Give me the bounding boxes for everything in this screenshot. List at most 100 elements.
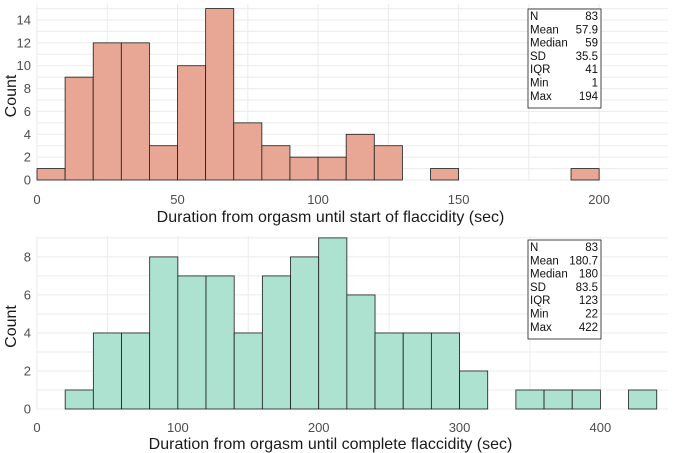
histogram-bar <box>177 65 207 181</box>
y-axis-ticks: 0 2 4 6 8 10 12 14 <box>17 13 31 188</box>
stats-value: 35.5 <box>576 51 598 63</box>
x-axis-title: Duration from orgasm until start of flac… <box>157 209 505 226</box>
stats-label: N <box>530 11 538 23</box>
histogram-bar <box>92 332 122 410</box>
histogram-bar <box>121 332 151 410</box>
y-tick-label: 0 <box>24 402 31 417</box>
x-tick-label: 100 <box>307 192 329 207</box>
stats-value: 1 <box>592 78 598 90</box>
histogram-bar <box>373 145 403 181</box>
stats-label: Median <box>530 38 568 50</box>
histogram-bar <box>205 275 235 410</box>
histogram-bar <box>177 275 207 410</box>
x-tick-label: 0 <box>33 420 40 435</box>
histogram-bar <box>318 237 348 410</box>
x-tick-label: 150 <box>448 192 470 207</box>
histogram-bar <box>346 294 376 410</box>
stats-label: Min <box>530 78 549 90</box>
histogram-bar <box>430 332 460 410</box>
stats-box-border <box>527 239 602 340</box>
stats-label: Max <box>530 91 552 103</box>
summary-stats-box: N 83 Mean 57.9 Median 59 SD 35.5 IQR 41 Min 1 Max 194 <box>527 8 602 109</box>
histogram-bar <box>430 168 460 181</box>
x-tick-label: 300 <box>449 420 471 435</box>
y-tick-label: 10 <box>17 58 31 73</box>
stats-value: 83.5 <box>576 282 598 294</box>
y-tick-label: 14 <box>17 13 31 28</box>
histogram-bar <box>543 389 573 410</box>
histogram-bottom-panel: 0 100 200 300 400 0 2 4 6 8 Duration from orgasm u… <box>3 236 668 453</box>
stats-label: Median <box>530 269 568 281</box>
histogram-bar <box>459 370 489 410</box>
stats-value: 83 <box>585 242 598 254</box>
x-axis-title: Duration from orgasm until complete flac… <box>149 436 513 453</box>
histogram-bar <box>570 168 600 181</box>
x-axis-ticks: 0 50 100 150 200 <box>33 192 610 207</box>
histogram-bar <box>149 145 178 181</box>
stats-label: Mean <box>530 255 559 267</box>
y-tick-label: 12 <box>17 35 31 50</box>
histogram-top-panel: 0 50 100 150 200 0 2 4 6 8 10 12 14 Duration from org… <box>3 4 668 226</box>
stats-label: Min <box>530 309 549 321</box>
histogram-bar <box>120 42 150 181</box>
x-tick-label: 200 <box>588 192 610 207</box>
stats-value: 22 <box>585 309 598 321</box>
y-axis-ticks: 0 2 4 6 8 <box>24 249 31 416</box>
y-tick-label: 6 <box>24 287 31 302</box>
stats-value: 83 <box>585 11 598 23</box>
y-tick-label: 2 <box>24 363 31 378</box>
histogram-bars <box>36 8 600 181</box>
histogram-bar <box>92 42 122 181</box>
y-axis-title: Count <box>3 305 20 348</box>
histogram-bar <box>345 133 375 181</box>
stats-box-border <box>527 8 602 109</box>
x-axis-ticks: 0 100 200 300 400 <box>33 420 611 435</box>
stats-value: 422 <box>579 322 598 334</box>
stats-label: IQR <box>530 64 550 76</box>
histogram-bar <box>515 389 545 410</box>
y-tick-label: 4 <box>24 127 31 142</box>
histogram-bar <box>290 256 320 410</box>
y-tick-label: 4 <box>24 325 31 340</box>
y-tick-label: 8 <box>24 249 31 264</box>
histogram-bar <box>64 76 94 181</box>
stats-value: 194 <box>579 91 599 103</box>
x-tick-label: 400 <box>590 420 612 435</box>
x-tick-label: 50 <box>170 192 184 207</box>
histogram-bar <box>317 156 347 181</box>
histogram-bar <box>628 389 658 410</box>
histogram-bar <box>64 389 94 410</box>
stats-label: SD <box>530 282 546 294</box>
stats-value: 180 <box>579 269 598 281</box>
y-tick-label: 6 <box>24 104 31 119</box>
histogram-bar <box>233 122 263 181</box>
y-tick-label: 2 <box>24 150 31 165</box>
histogram-bar <box>149 256 179 410</box>
histogram-bar <box>205 8 235 181</box>
stats-value: 57.9 <box>576 24 598 36</box>
stats-label: Max <box>530 322 552 334</box>
stats-value: 180.7 <box>569 255 598 267</box>
y-tick-label: 8 <box>24 81 31 96</box>
stats-label: Mean <box>530 24 559 36</box>
histogram-bar <box>402 332 432 410</box>
y-tick-label: 0 <box>24 173 31 188</box>
y-axis-title: Count <box>3 74 20 117</box>
histogram-bar <box>261 145 291 181</box>
stats-label: SD <box>530 51 546 63</box>
stats-label: IQR <box>530 295 550 307</box>
histogram-bar <box>289 156 319 181</box>
histogram-bar <box>233 332 263 410</box>
histogram-bar <box>571 389 601 410</box>
histogram-bars <box>64 237 658 410</box>
histogram-bar <box>36 168 66 181</box>
stats-value: 41 <box>585 64 598 76</box>
histogram-bar <box>261 275 291 410</box>
x-tick-label: 0 <box>33 192 40 207</box>
x-tick-label: 100 <box>167 420 189 435</box>
x-tick-label: 200 <box>308 420 330 435</box>
stats-value: 59 <box>585 38 598 50</box>
stats-value: 123 <box>579 295 598 307</box>
